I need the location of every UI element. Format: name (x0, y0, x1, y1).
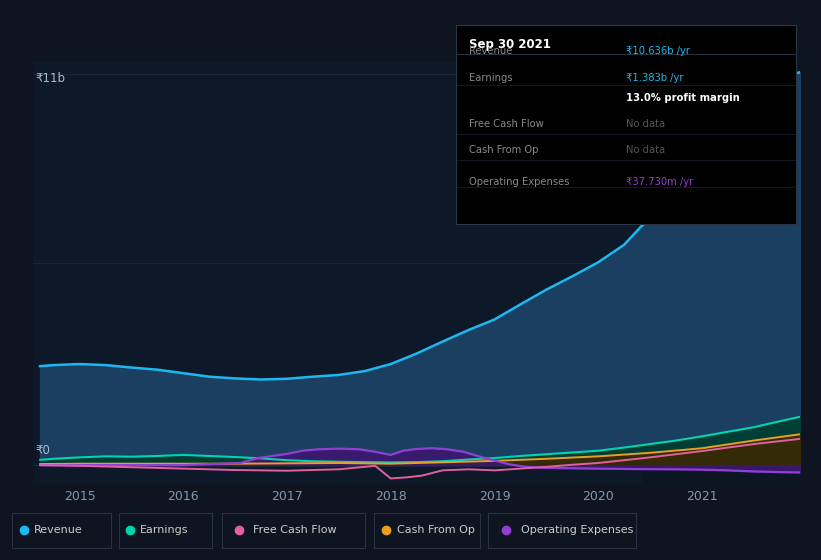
Text: Earnings: Earnings (470, 73, 513, 83)
Text: No data: No data (626, 146, 665, 156)
Text: Operating Expenses: Operating Expenses (470, 177, 570, 187)
Bar (642, 62, 800, 484)
Text: ₹10.636b /yr: ₹10.636b /yr (626, 46, 690, 56)
Text: Earnings: Earnings (140, 525, 188, 535)
Text: Cash From Op: Cash From Op (397, 525, 475, 535)
Text: Revenue: Revenue (34, 525, 83, 535)
Text: ₹37.730m /yr: ₹37.730m /yr (626, 177, 693, 187)
Text: Free Cash Flow: Free Cash Flow (470, 119, 544, 129)
Text: Revenue: Revenue (470, 46, 512, 56)
Text: Free Cash Flow: Free Cash Flow (254, 525, 337, 535)
Text: ₹11b: ₹11b (35, 72, 65, 85)
Text: No data: No data (626, 119, 665, 129)
Text: Sep 30 2021: Sep 30 2021 (470, 38, 551, 51)
Text: ₹1.383b /yr: ₹1.383b /yr (626, 73, 684, 83)
Text: ₹0: ₹0 (35, 444, 50, 457)
Text: 13.0% profit margin: 13.0% profit margin (626, 93, 740, 102)
Text: Cash From Op: Cash From Op (470, 146, 539, 156)
Text: Operating Expenses: Operating Expenses (521, 525, 633, 535)
